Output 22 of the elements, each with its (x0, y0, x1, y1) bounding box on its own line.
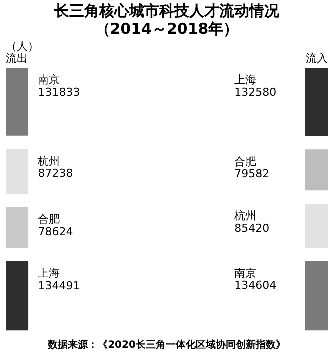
data-label: 85420 (234, 222, 270, 235)
data-label: 131833 (38, 86, 80, 99)
data-label: 134491 (38, 279, 80, 292)
text: （人） (6, 40, 39, 54)
data-label: 79582 (234, 168, 270, 181)
category-label: 合肥 (38, 213, 60, 226)
category-label: 南京 (38, 74, 60, 87)
category-label: 合肥 (234, 155, 257, 168)
data-label: 87238 (38, 167, 74, 180)
category-label: 南京 (234, 266, 257, 280)
text: 流出 (6, 52, 28, 65)
category-label: 杭州 (234, 210, 257, 223)
text: 流入 (306, 52, 328, 65)
data-label: 78624 (38, 225, 74, 238)
text: 长三角核心城市科技人才流动情况 (54, 2, 280, 20)
source-note: 数据来源：《2020长三角一体化区域协同创新指数》 (47, 338, 286, 351)
category-label: 杭州 (37, 154, 60, 168)
category-label: 上海 (234, 74, 257, 87)
data-label: 134604 (234, 279, 277, 292)
category-label: 上海 (38, 267, 60, 280)
data-label: 132580 (234, 86, 277, 99)
text: （2014～2018年） (95, 20, 239, 38)
